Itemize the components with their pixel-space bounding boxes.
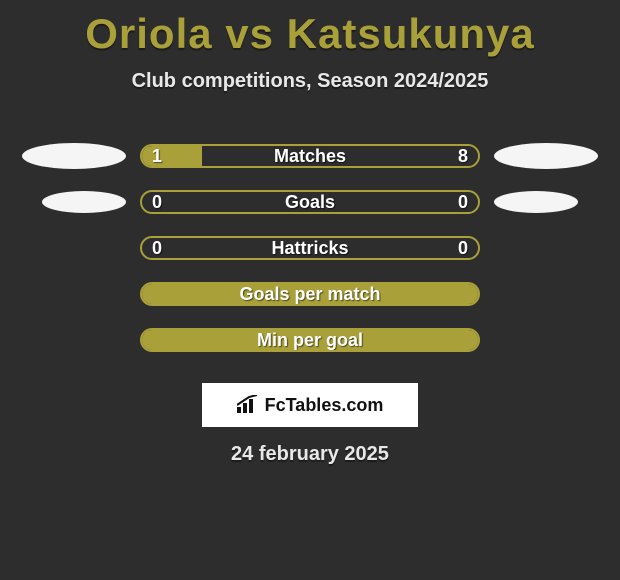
stat-label: Goals per match [142, 284, 478, 305]
footer-date: 24 february 2025 [0, 443, 620, 466]
stat-label: Min per goal [142, 330, 478, 351]
row-pad [22, 235, 126, 261]
stat-row: Min per goal [0, 317, 620, 363]
page-subtitle: Club competitions, Season 2024/2025 [0, 70, 620, 93]
row-pad [494, 235, 598, 261]
row-pad [494, 327, 598, 353]
stat-bar: Min per goal [140, 328, 480, 352]
stat-bar: 1 Matches 8 [140, 144, 480, 168]
stat-bar: 0 Hattricks 0 [140, 236, 480, 260]
stat-row: 0 Hattricks 0 [0, 225, 620, 271]
stat-value-right: 8 [448, 146, 478, 166]
stat-value-right: 0 [448, 192, 478, 212]
stat-value-right: 0 [448, 238, 478, 258]
avatar-ellipse-right [494, 191, 578, 213]
footer-badge-text: FcTables.com [265, 395, 384, 416]
row-pad [22, 281, 126, 307]
avatar-ellipse-left [42, 191, 126, 213]
stat-row: 0 Goals 0 [0, 179, 620, 225]
page-title: Oriola vs Katsukunya [0, 0, 620, 58]
stat-bar: Goals per match [140, 282, 480, 306]
comparison-rows: 1 Matches 8 0 Goals 0 0 Hattricks 0 Goal… [0, 133, 620, 363]
stat-bar: 0 Goals 0 [140, 190, 480, 214]
row-pad [22, 327, 126, 353]
stat-row: Goals per match [0, 271, 620, 317]
stat-label: Matches [142, 146, 478, 167]
chart-icon [237, 395, 259, 416]
stat-label: Goals [142, 192, 478, 213]
avatar-ellipse-right [494, 143, 598, 169]
avatar-ellipse-left [22, 143, 126, 169]
footer-badge: FcTables.com [202, 383, 418, 427]
row-pad [494, 281, 598, 307]
stat-row: 1 Matches 8 [0, 133, 620, 179]
stat-label: Hattricks [142, 238, 478, 259]
